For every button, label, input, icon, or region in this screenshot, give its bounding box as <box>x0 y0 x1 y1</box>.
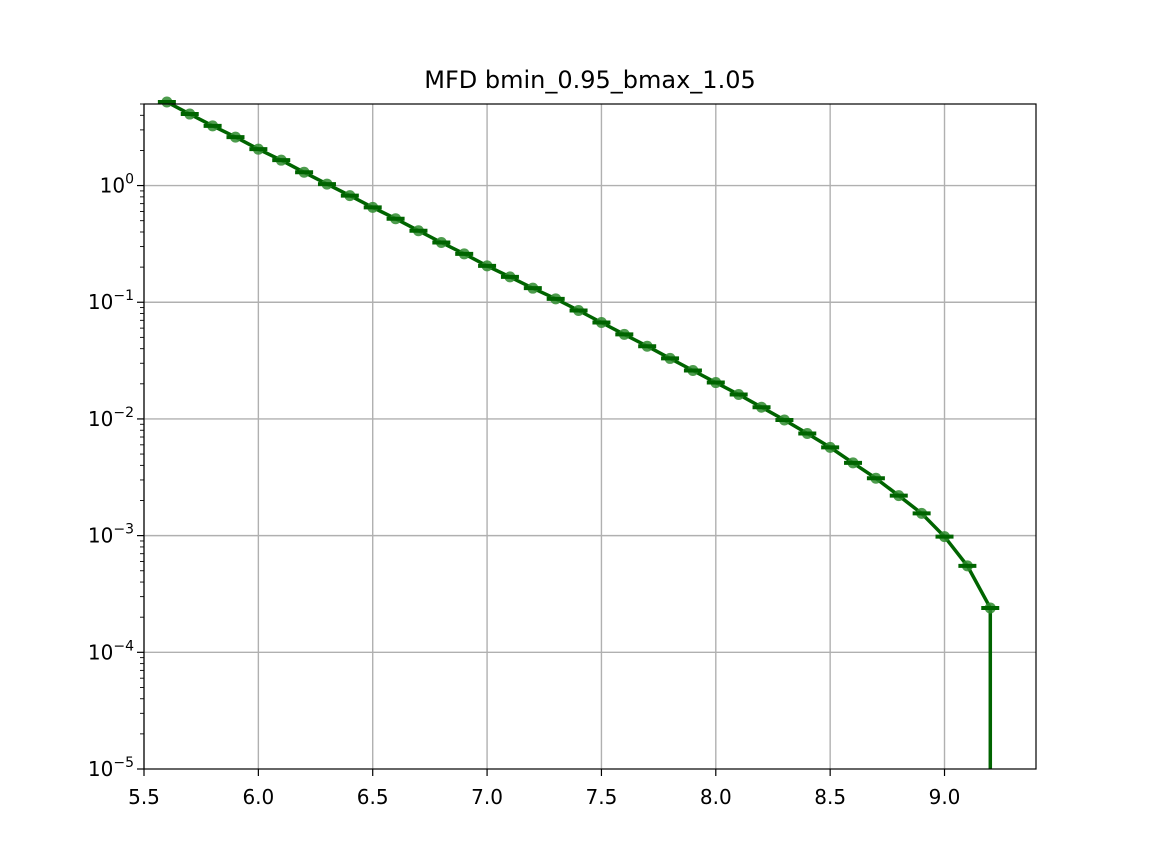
y-tick-base: 10 <box>88 524 113 548</box>
y-tick-exponent: −5 <box>113 755 134 771</box>
chart-title: MFD bmin_0.95_bmax_1.05 <box>424 66 756 94</box>
axis-ticks <box>137 103 946 776</box>
y-tick-exponent: −4 <box>113 638 134 654</box>
grid-lines <box>143 104 1036 769</box>
y-tick-exponent: −1 <box>113 288 134 304</box>
y-tick-label: 100 <box>100 172 134 198</box>
y-tick-base: 10 <box>88 757 113 781</box>
y-tick-label: 10−5 <box>88 755 134 781</box>
y-tick-label: 10−4 <box>88 638 134 664</box>
series-group <box>157 96 1000 769</box>
y-tick-exponent: 0 <box>125 172 134 188</box>
y-tick-base: 10 <box>100 174 125 198</box>
x-tick-labels: 5.5 6.0 6.5 7.0 7.5 8.0 8.5 9.0 <box>128 785 960 809</box>
y-tick-exponent: −2 <box>113 405 134 421</box>
x-tick-label: 7.0 <box>471 785 503 809</box>
x-tick-label: 6.0 <box>242 785 274 809</box>
y-tick-label: 10−2 <box>88 405 134 431</box>
y-tick-label: 10−3 <box>88 522 134 548</box>
y-tick-exponent: −3 <box>113 522 134 538</box>
series-line <box>166 104 993 769</box>
plot-frame <box>143 103 1037 770</box>
y-tick-base: 10 <box>88 407 113 431</box>
x-tick-label: 8.5 <box>814 785 846 809</box>
x-tick-label: 7.5 <box>586 785 618 809</box>
x-tick-label: 5.5 <box>128 785 160 809</box>
x-tick-label: 9.0 <box>929 785 961 809</box>
y-tick-base: 10 <box>88 640 113 664</box>
x-tick-label: 6.5 <box>357 785 389 809</box>
x-tick-label: 8.0 <box>700 785 732 809</box>
y-tick-base: 10 <box>88 290 113 314</box>
y-tick-label: 10−1 <box>88 288 134 314</box>
